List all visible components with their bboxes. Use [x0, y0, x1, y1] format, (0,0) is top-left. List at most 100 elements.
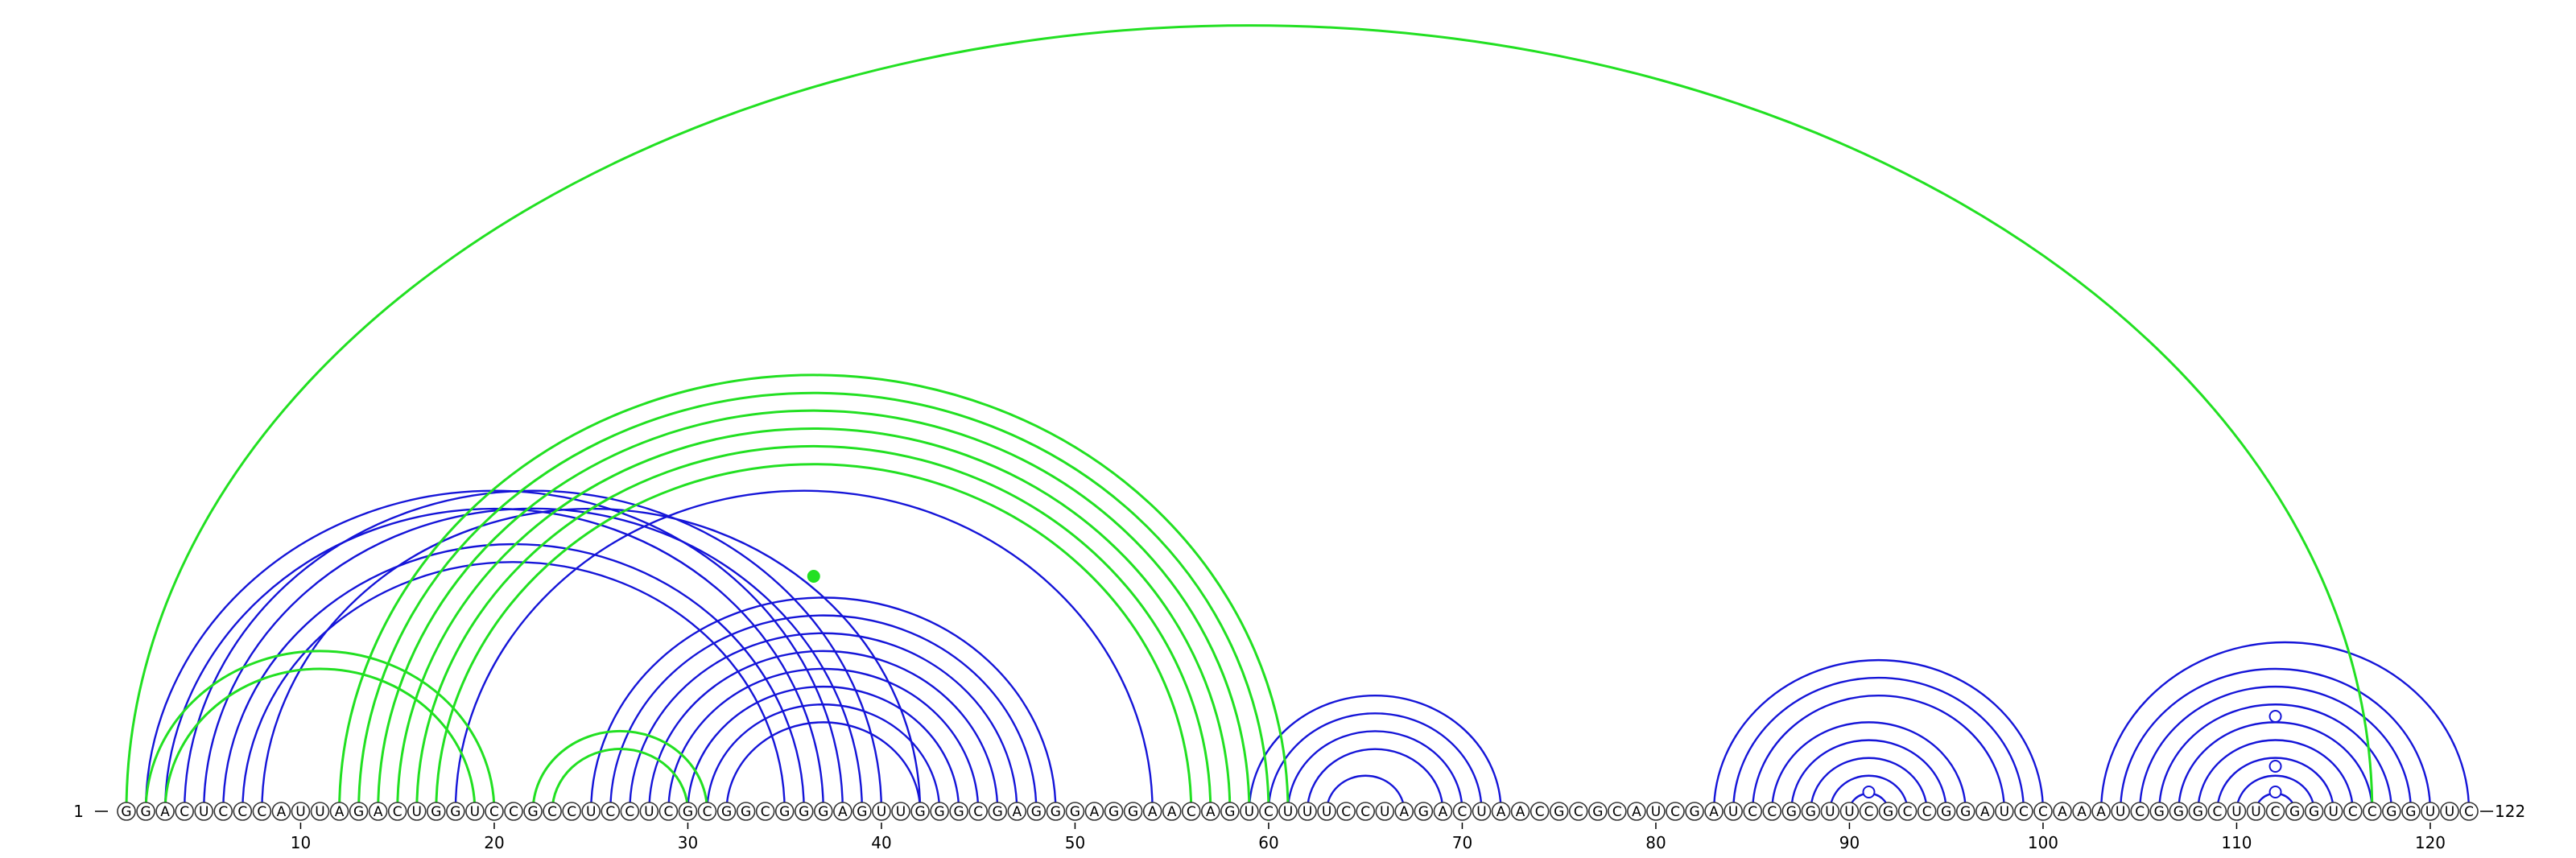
nucleotide: A [1491, 802, 1511, 821]
nucleotide-circle [1452, 802, 1472, 821]
nucleotide-letter: C [567, 804, 576, 820]
nucleotide: C [543, 802, 562, 821]
nucleotide-letter: G [1108, 804, 1119, 820]
nucleotide-letter: U [1245, 804, 1254, 820]
nucleotide: A [329, 802, 349, 821]
nucleotide-circle [1026, 802, 1046, 821]
nucleotide: C [2130, 802, 2149, 821]
arc-2-20 [144, 650, 496, 812]
arc-26-48 [609, 614, 1038, 812]
nucleotide-letter: G [1786, 804, 1797, 820]
nucleotide-circle [1084, 802, 1104, 821]
nucleotide-circle [213, 802, 233, 821]
nucleotide-circle [1878, 802, 1898, 821]
nucleotide-letter: C [237, 804, 247, 820]
arc-63-67 [1325, 774, 1406, 812]
nucleotide-circle [1278, 802, 1298, 821]
nucleotide: C [1859, 802, 1879, 821]
axis-layer: 10 20 30 40 50 60 70 80 90 100 110 120 [291, 823, 2446, 852]
nucleotide-circle [581, 802, 601, 821]
nucleotide-circle [136, 802, 155, 821]
nucleotide-circle [1859, 802, 1879, 821]
nucleotide-letter: C [1748, 804, 1757, 820]
nucleotide: C [2459, 802, 2479, 821]
nucleotide: U [1298, 802, 1317, 821]
axis-tick-label: 60 [1258, 833, 1278, 852]
nucleotide-letter: G [914, 804, 925, 820]
nucleotide: G [117, 802, 136, 821]
nucleotide-circle [543, 802, 562, 821]
nucleotide-letter: A [1980, 804, 1990, 820]
nucleotide-circle [1201, 802, 1220, 821]
nucleotide: U [1278, 802, 1298, 821]
nucleotide-letter: G [1689, 804, 1699, 820]
nucleotide-letter: C [2368, 804, 2377, 820]
nucleotide: A [1084, 802, 1104, 821]
arc-60-71 [1267, 712, 1483, 812]
arc-27-47 [629, 632, 1018, 812]
nucleotide: G [1414, 802, 1434, 821]
nucleotide-letter: U [586, 804, 596, 820]
arc-103-122 [2099, 641, 2471, 812]
arc-105-119 [2139, 685, 2413, 812]
nucleotide: A [1162, 802, 1182, 821]
start-label: 1 [73, 802, 84, 821]
arc-13-60 [357, 391, 1270, 812]
nucleotide: C [601, 802, 621, 821]
nucleotide: C [213, 802, 233, 821]
nucleotide-letter: C [1535, 804, 1545, 820]
nucleotide-circle [1839, 802, 1860, 821]
nucleotide: C [1917, 802, 1937, 821]
nucleotide: A [1510, 802, 1530, 821]
nucleotide-letter: C [625, 804, 634, 820]
nucleotide-letter: U [1844, 804, 1854, 820]
nucleotide: U [2246, 802, 2266, 821]
nucleotide-circle [2169, 802, 2189, 821]
nucleotide-letter: C [605, 804, 615, 820]
nucleotide: G [852, 802, 872, 821]
nucleotide-letter: G [2193, 804, 2203, 820]
nucleotide-circle [1995, 802, 2014, 821]
nucleotide: G [1046, 802, 1066, 821]
nucleotide-circle [291, 802, 311, 821]
nucleotide-circle [620, 802, 640, 821]
nucleotide-letter: C [547, 804, 557, 820]
nucleotide-circle [1820, 802, 1840, 821]
arc-106-118 [2158, 703, 2393, 812]
nucleotide-circle [1704, 802, 1724, 821]
nucleotide: C [562, 802, 581, 821]
nucleotide-circle [1588, 802, 1608, 821]
nucleotide: C [252, 802, 272, 821]
nucleotide-letter: C [2271, 804, 2281, 820]
arc-86-96 [1771, 721, 1967, 812]
nucleotide-circle [465, 802, 485, 821]
nucleotide-circle [2130, 802, 2149, 821]
nucleotide-letter: U [1322, 804, 1331, 820]
nucleotide-letter: A [160, 804, 170, 820]
nucleotide-letter: C [1903, 804, 1913, 820]
nucleotide-circle [1975, 802, 1995, 821]
nucleotide: U [465, 802, 485, 821]
nucleotide-circle [504, 802, 523, 821]
nucleotide-letter: C [509, 804, 518, 820]
nucleotide: U [891, 802, 910, 821]
nucleotide: G [1685, 802, 1704, 821]
nucleotide-circle [1781, 802, 1802, 821]
nucleotide-letter: U [1283, 804, 1293, 820]
nucleotide: U [1724, 802, 1743, 821]
nucleotide: G [1781, 802, 1802, 821]
arc-marker [2268, 786, 2282, 798]
nucleotide-circle [1897, 802, 1918, 821]
nucleotide-circle [1685, 802, 1704, 821]
nucleotide: G [523, 802, 543, 821]
nucleotide-circle [368, 802, 388, 821]
nucleotide-circle [833, 802, 852, 821]
nucleotide: C [485, 802, 504, 821]
nucleotide-letter: C [2348, 804, 2358, 820]
axis-tick-label: 30 [678, 833, 698, 852]
nucleotide: U [1317, 802, 1336, 821]
nucleotide: U [872, 802, 891, 821]
nucleotide-circle [1510, 802, 1530, 821]
nucleotide-circle [2014, 802, 2033, 821]
nucleotide: U [2421, 802, 2440, 821]
